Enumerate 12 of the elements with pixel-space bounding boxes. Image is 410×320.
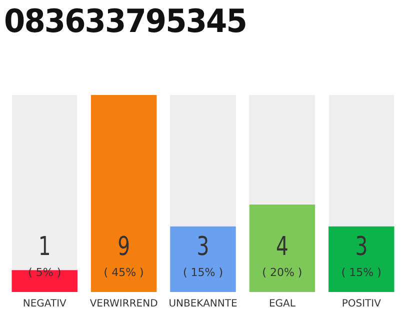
x-tick-label: VERWIRREND xyxy=(90,298,158,310)
chart-title: 083633795345 xyxy=(4,2,246,40)
x-tick-label: POSITIV xyxy=(342,298,382,310)
x-tick-label: EGAL xyxy=(268,298,296,310)
bar xyxy=(90,95,157,292)
data-label: 1 ( 5% ) xyxy=(28,232,62,279)
data-label: 9 ( 45% ) xyxy=(104,232,144,279)
x-tick-label: UNBEKANNTE xyxy=(168,298,238,310)
data-label: 4 ( 20% ) xyxy=(262,232,302,279)
data-label: 3 ( 15% ) xyxy=(182,232,224,279)
data-label: 3 ( 15% ) xyxy=(341,232,382,279)
x-tick-label: NEGATIV xyxy=(22,298,67,310)
